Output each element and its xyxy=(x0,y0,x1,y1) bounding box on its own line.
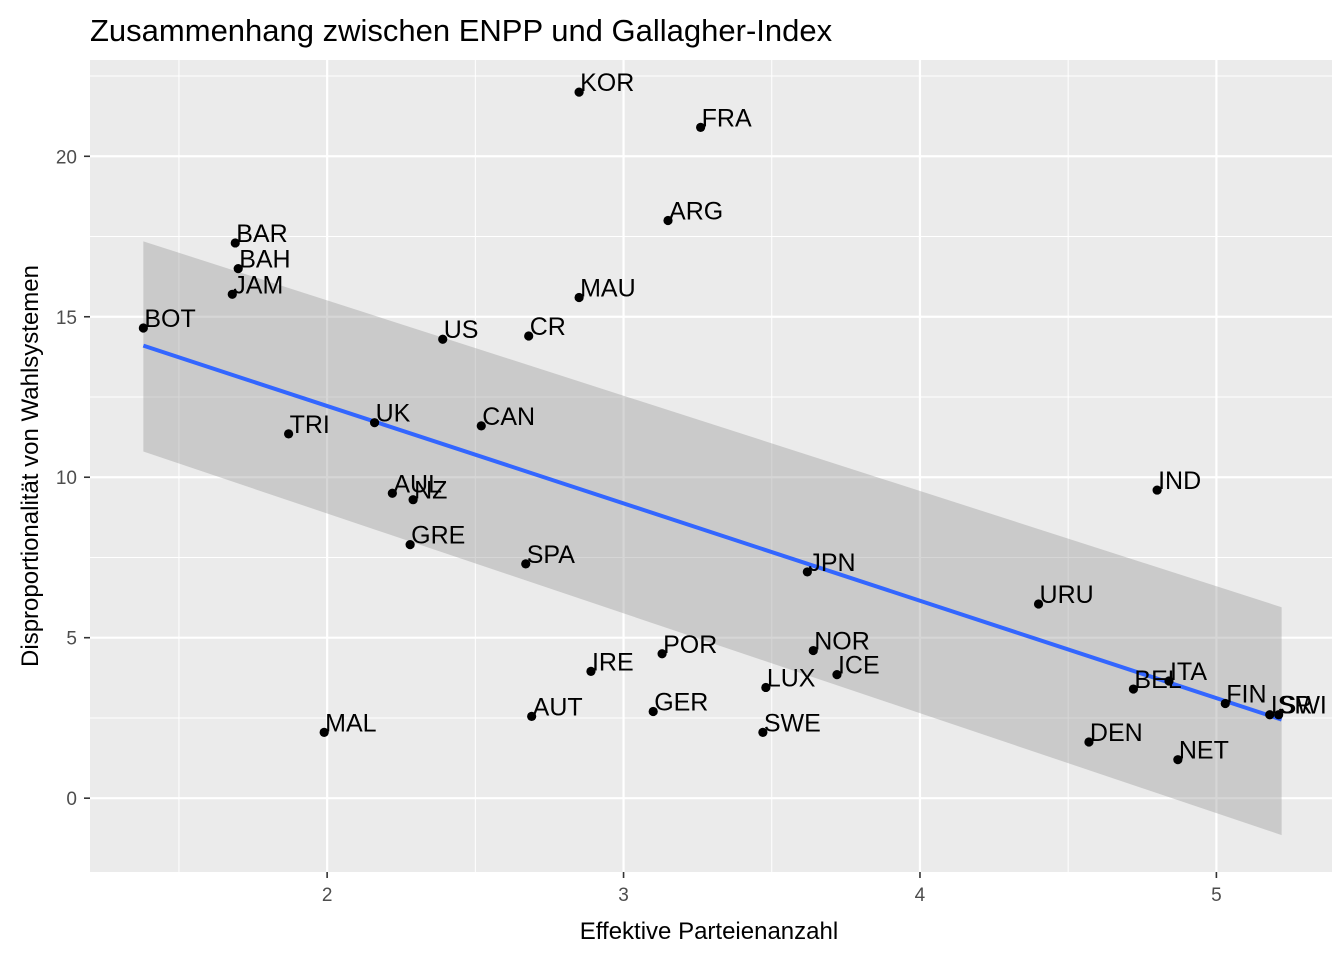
x-axis-ticks: 2 3 4 5 xyxy=(322,872,1222,906)
data-point-spa xyxy=(521,559,531,569)
point-label-jpn: JPN xyxy=(808,549,855,577)
data-point-kor xyxy=(574,87,584,97)
data-point-nz xyxy=(408,495,418,505)
minor-gridlines xyxy=(90,60,1332,872)
point-label-arg: ARG xyxy=(669,197,723,225)
point-label-jam: JAM xyxy=(233,271,283,299)
y-tick-label: 0 xyxy=(66,789,77,810)
point-label-mal: MAL xyxy=(325,709,377,737)
data-point-ire xyxy=(586,666,596,677)
point-label-spa: SPA xyxy=(527,541,575,569)
data-point-den xyxy=(1084,737,1094,747)
point-label-fra: FRA xyxy=(702,104,752,132)
data-point-nor xyxy=(808,645,818,656)
confidence-band-layer xyxy=(143,241,1282,836)
data-point-uk xyxy=(369,418,380,428)
point-label-bel: BEL xyxy=(1134,666,1181,694)
point-label-ire: IRE xyxy=(592,648,634,676)
data-point-mau xyxy=(574,292,584,303)
plot-panel xyxy=(90,60,1332,872)
point-label-den: DEN xyxy=(1090,719,1143,747)
data-point-isr xyxy=(1265,710,1275,720)
data-point-fin xyxy=(1220,698,1230,709)
data-point-ger xyxy=(648,706,658,717)
data-point-jam xyxy=(227,289,237,299)
point-label-ger: GER xyxy=(654,689,708,717)
x-tick-label: 4 xyxy=(915,885,926,906)
data-point-can xyxy=(476,421,486,431)
y-tick-label: 5 xyxy=(66,629,77,650)
x-tick-label: 3 xyxy=(618,885,629,906)
point-label-cr: CR xyxy=(530,313,566,341)
point-label-kor: KOR xyxy=(580,69,634,97)
point-label-net: NET xyxy=(1179,737,1229,765)
data-point-ind xyxy=(1152,485,1162,495)
point-label-tri: TRI xyxy=(290,411,330,439)
data-point-mal xyxy=(319,727,329,737)
confidence-band xyxy=(143,241,1282,836)
data-point-net xyxy=(1173,755,1183,765)
point-label-aul: AUL xyxy=(393,470,442,498)
data-point-gre xyxy=(405,540,415,550)
point-label-ind: IND xyxy=(1158,467,1201,495)
major-gridlines xyxy=(90,60,1332,872)
point-label-isr: ISR xyxy=(1271,692,1313,720)
data-point-bot xyxy=(138,323,148,333)
data-point-bah xyxy=(233,264,243,274)
point-label-por: POR xyxy=(663,631,717,659)
data-point-aut xyxy=(527,711,537,721)
point-label-bot: BOT xyxy=(144,305,195,333)
point-label-bah: BAH xyxy=(239,246,290,274)
point-label-nor: NOR xyxy=(814,628,870,656)
x-tick-label: 5 xyxy=(1211,885,1222,906)
point-label-bar: BAR xyxy=(236,220,287,248)
data-point-bar xyxy=(230,238,240,248)
point-label-fin: FIN xyxy=(1226,681,1266,709)
point-label-uk: UK xyxy=(376,400,411,428)
point-label-swi: SWI xyxy=(1280,692,1327,720)
point-label-us: US xyxy=(444,316,479,344)
data-point-cr xyxy=(524,331,534,341)
data-point-swe xyxy=(758,727,768,737)
data-point-uru xyxy=(1033,599,1044,609)
data-point-ice xyxy=(832,670,842,680)
x-tick-label: 2 xyxy=(322,885,333,906)
data-point-ita xyxy=(1164,676,1174,686)
data-point-arg xyxy=(663,215,673,226)
point-label-swe: SWE xyxy=(764,709,821,737)
x-axis-title: Effektive Parteienanzahl xyxy=(580,918,838,945)
data-point-tri xyxy=(284,429,294,439)
y-tick-label: 20 xyxy=(56,147,77,168)
data-point-fra xyxy=(696,122,706,132)
data-point-bel xyxy=(1128,684,1138,694)
points-layer xyxy=(138,87,1284,765)
data-point-us xyxy=(438,334,448,344)
point-label-uru: URU xyxy=(1040,581,1094,609)
chart-title: Zusammenhang zwischen ENPP und Gallagher… xyxy=(90,13,833,48)
y-tick-label: 10 xyxy=(56,468,77,489)
point-label-ice: ICE xyxy=(838,652,880,680)
point-label-aut: AUT xyxy=(533,693,583,721)
data-point-lux xyxy=(761,682,771,693)
y-axis-ticks: 0 5 10 15 20 xyxy=(56,147,90,810)
point-label-can: CAN xyxy=(482,403,535,431)
data-point-aul xyxy=(387,488,397,498)
y-tick-label: 15 xyxy=(56,308,77,329)
point-label-lux: LUX xyxy=(767,664,816,692)
data-point-por xyxy=(657,649,667,659)
point-label-ita: ITA xyxy=(1170,658,1207,686)
data-point-jpn xyxy=(802,567,812,577)
y-axis-title: Disproportionalität von Wahlsystemen xyxy=(17,265,44,667)
data-point-swi xyxy=(1274,710,1284,720)
regression-line xyxy=(142,343,1283,722)
point-label-mau: MAU xyxy=(580,275,636,303)
point-label-gre: GRE xyxy=(411,522,465,550)
regression-line-layer xyxy=(142,343,1283,722)
point-label-nz: NZ xyxy=(414,477,447,505)
